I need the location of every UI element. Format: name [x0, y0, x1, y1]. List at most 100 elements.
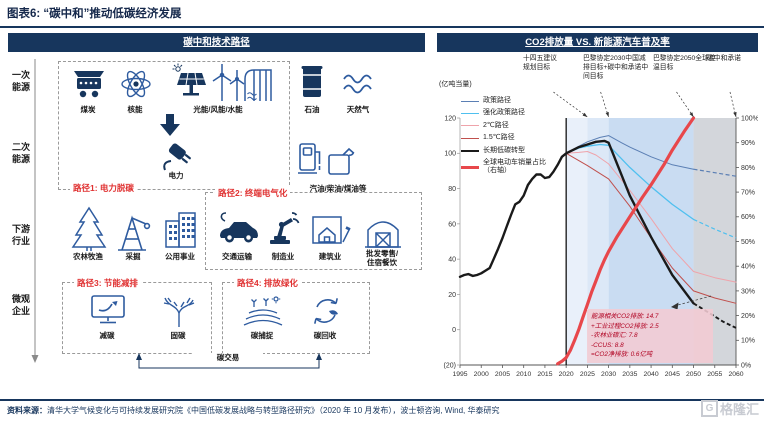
nuclear-label: 核能 — [127, 105, 143, 114]
flow-arrow — [31, 59, 39, 363]
svg-text:2055: 2055 — [707, 371, 722, 378]
left-axis-unit-label: (亿吨当量) — [439, 81, 472, 88]
legend-item: 强化政策路径 — [461, 109, 546, 117]
svg-text:80%: 80% — [741, 165, 755, 172]
blueprint-icon — [310, 213, 352, 247]
legend-label: 强化政策路径 — [483, 109, 525, 117]
svg-text:2030: 2030 — [601, 371, 616, 378]
annotation-paris-2050: 巴黎协定2050全球控温目标 — [653, 55, 716, 71]
legend-label: 1.5℃路径 — [483, 134, 515, 142]
atom-icon — [118, 65, 154, 103]
retail-label: 批发零售/ 住宿餐饮 — [365, 249, 399, 267]
right-panel-header: CO2排放量 VS. 新能源汽车普及率 — [437, 33, 758, 52]
svg-text:0%: 0% — [741, 362, 751, 369]
path1-title: 路径1: 电力脱碳 — [70, 182, 137, 194]
primary-energy-box — [58, 61, 290, 190]
left-panel-title: 碳中和技术路径 — [183, 37, 250, 48]
power-plug-icon — [160, 139, 202, 171]
path2-title: 路径2: 终端电气化 — [215, 187, 291, 199]
oil-derrick-icon — [113, 210, 151, 252]
annotation-carbon-neutral-pledge: 碳中和承诺 — [707, 55, 741, 62]
svg-text:100: 100 — [444, 151, 456, 158]
svg-text:20%: 20% — [741, 313, 755, 320]
svg-text:30%: 30% — [741, 288, 755, 295]
svg-text:1995: 1995 — [452, 371, 467, 378]
svg-text:2060: 2060 — [728, 371, 743, 378]
legend-item: 长期低碳转型 — [461, 147, 546, 155]
info-line: +工业过程CO2排放: 2.5 — [591, 322, 659, 330]
logo-mark: G — [700, 400, 718, 417]
svg-text:0: 0 — [452, 327, 456, 334]
legend-swatch — [461, 113, 479, 115]
gelonghui-logo: G 格隆汇 — [700, 399, 759, 418]
legend-item: 政策路径 — [461, 97, 546, 105]
svg-text:60%: 60% — [741, 214, 755, 221]
row-label-secondary-energy: 二次 能源 — [11, 142, 30, 165]
manufacturing-label: 制造业 — [271, 252, 295, 261]
legend-swatch — [461, 149, 479, 152]
svg-text:60: 60 — [448, 221, 456, 228]
svg-text:90%: 90% — [741, 140, 755, 147]
svg-text:2040: 2040 — [644, 371, 659, 378]
barn-icon — [364, 215, 402, 249]
field-icon — [242, 295, 284, 329]
path2-box — [205, 192, 422, 270]
svg-text:(20): (20) — [444, 362, 456, 369]
legend-item: 1.5℃路径 — [461, 134, 546, 142]
capture-label: 碳捕捉 — [250, 331, 274, 340]
svg-text:2005: 2005 — [495, 371, 510, 378]
legend-swatch — [461, 125, 479, 127]
buildings-icon — [162, 207, 200, 251]
info-line: -农林业碳汇: 7.8 — [591, 332, 638, 340]
legend-swatch — [461, 165, 479, 169]
svg-text:2025: 2025 — [580, 371, 595, 378]
carbon-trading-label: 碳交易 — [193, 353, 263, 362]
svg-text:70%: 70% — [741, 190, 755, 197]
footer-divider — [0, 399, 764, 401]
svg-text:50%: 50% — [741, 239, 755, 246]
solar-panel-icon — [172, 63, 210, 103]
svg-text:2010: 2010 — [516, 371, 531, 378]
carbon-trading-bracket — [136, 353, 322, 369]
fuels-label: 汽油/柴油/煤油等 — [309, 184, 367, 193]
agriculture-label: 农林牧渔 — [73, 252, 103, 261]
svg-text:2045: 2045 — [665, 371, 680, 378]
legend-label: 政策路径 — [483, 97, 511, 104]
svg-text:2020: 2020 — [559, 371, 574, 378]
legend-swatch — [461, 100, 479, 102]
svg-text:2035: 2035 — [622, 371, 637, 378]
gas-label: 天然气 — [346, 105, 370, 114]
transport-label: 交通运输 — [222, 252, 252, 261]
fix-carbon-label: 固碳 — [170, 331, 186, 340]
legend-item: 2℃路径 — [461, 122, 546, 130]
recycle-label: 碳回收 — [313, 331, 337, 340]
legend-label: 全球电动车销量占比 （右轴） — [483, 158, 546, 175]
title-divider — [0, 26, 764, 28]
left-panel-header: 碳中和技术路径 — [8, 33, 425, 52]
info-line: 能源相关CO2排放: 14.7 — [591, 313, 659, 320]
tech-path-diagram: 一次 能源 二次 能源 下游 行业 微观 企业 路径1: 电力脱碳 路径2: 终… — [8, 55, 425, 395]
path4-title: 路径4: 排放绿化 — [234, 277, 301, 289]
row-label-downstream: 下游 行业 — [11, 224, 30, 247]
svg-text:10%: 10% — [741, 338, 755, 345]
hydro-dam-icon — [241, 63, 275, 103]
info-line: -CCUS: 8.8 — [591, 341, 624, 349]
coal-train-icon — [71, 65, 107, 103]
row-label-micro-firms: 微观 企业 — [11, 294, 30, 317]
chart-legend: 政策路径强化政策路径 2℃路径 1.5℃路径长期低碳转型全球电动车销量占比 （右轴） — [461, 97, 546, 180]
source-text: 清华大学气候变化与可持续发展研究院《中国低碳发展战略与转型路径研究》（2020 … — [47, 406, 500, 415]
recycle-icon — [308, 293, 344, 329]
down-arrow-icon — [160, 113, 180, 137]
co2-breakdown-box: 能源相关CO2排放: 14.7 +工业过程CO2排放: 2.5 -农林业碳汇: … — [587, 309, 713, 364]
renewables-label: 光能/风能/水能 — [193, 105, 243, 114]
figure-title: 图表6: “碳中和”推动低碳经济发展 — [7, 8, 182, 20]
fuel-pump-icon — [296, 139, 324, 181]
electricity-label: 电力 — [168, 171, 184, 180]
svg-text:40: 40 — [448, 257, 456, 264]
svg-text:2000: 2000 — [474, 371, 489, 378]
mining-label: 采掘 — [125, 252, 141, 261]
tree-icon — [68, 205, 110, 251]
gas-waves-icon — [341, 71, 377, 97]
legend-label: 2℃路径 — [483, 121, 509, 129]
source-note: 资料来源：清华大学气候变化与可持续发展研究院《中国低碳发展战略与转型路径研究》（… — [7, 405, 697, 416]
